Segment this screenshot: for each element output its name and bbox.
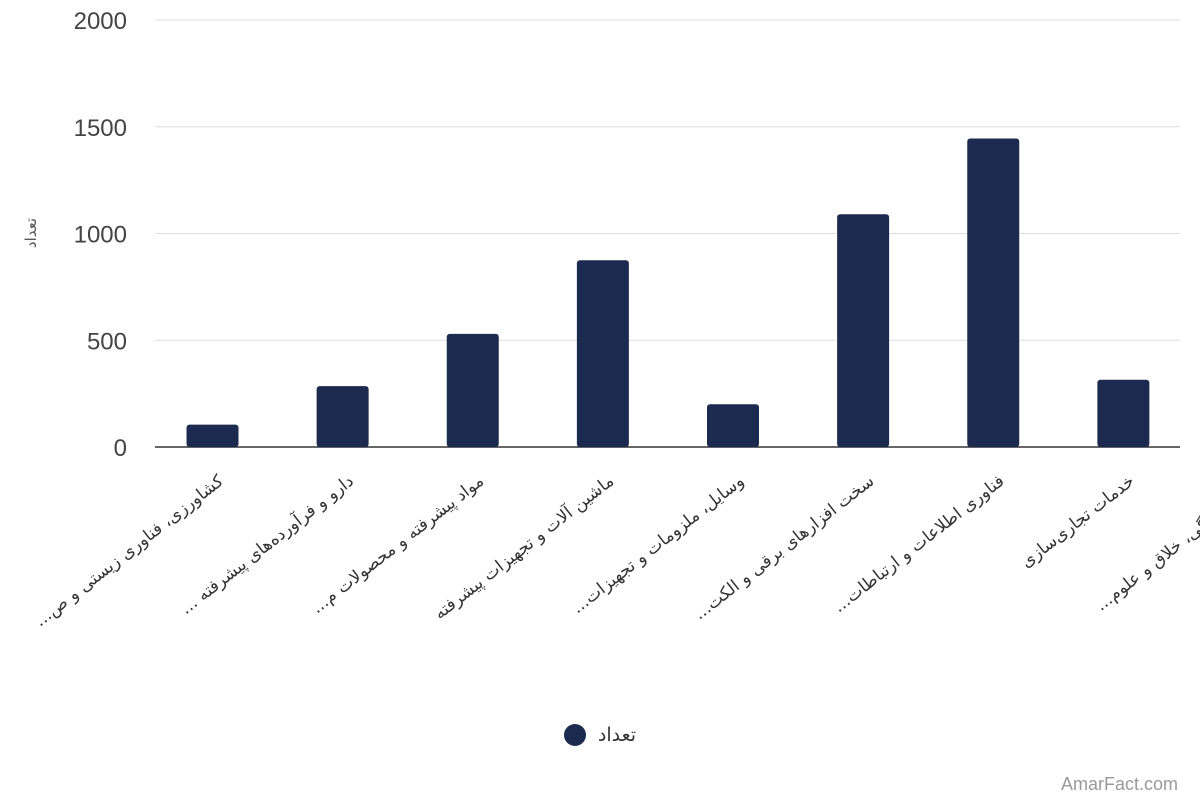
x-axis-labels: ...کشاورزی، فناوری زیستی و ص... دارو و ف…: [31, 470, 1200, 631]
y-axis-ticks: 0 500 1000 1500 2000: [74, 8, 127, 462]
x-tick-label: خدمات تجاری‌سازی: [1017, 471, 1138, 572]
y-tick-label: 1000: [74, 222, 127, 249]
bar: [1097, 380, 1149, 447]
bar: [967, 138, 1019, 447]
bar: [317, 386, 369, 447]
bars: [187, 138, 1200, 447]
legend: تعداد: [0, 724, 1200, 746]
y-tick-label: 500: [87, 328, 127, 355]
bar: [447, 334, 499, 447]
bar: [577, 260, 629, 447]
bar: [187, 425, 239, 447]
bar: [837, 214, 889, 447]
grid-lines: [155, 20, 1180, 447]
y-tick-label: 0: [114, 435, 127, 462]
y-tick-label: 2000: [74, 8, 127, 35]
y-tick-label: 1500: [74, 115, 127, 142]
legend-swatch: [564, 724, 586, 746]
bar: [707, 404, 759, 447]
watermark: AmarFact.com: [1061, 774, 1178, 795]
y-axis-title: تعداد: [22, 218, 40, 248]
legend-label: تعداد: [598, 724, 636, 746]
